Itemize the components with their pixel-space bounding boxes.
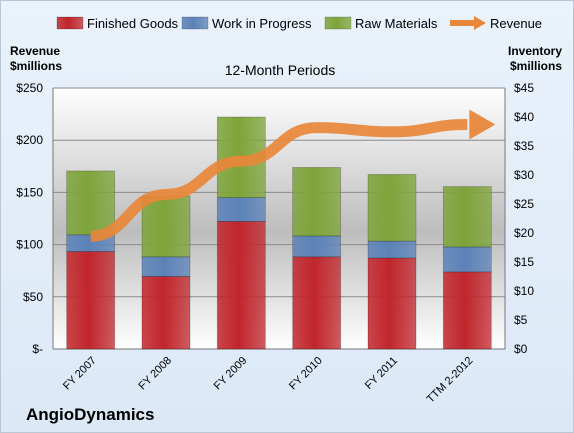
right-tick-label: $5 bbox=[514, 313, 528, 327]
bar-finished-goods bbox=[442, 271, 492, 350]
right-tick-label: $45 bbox=[514, 81, 534, 95]
left-axis-title: Revenue bbox=[10, 44, 60, 58]
category-label: FY 2011 bbox=[363, 355, 400, 392]
legend-revenue-arrowhead bbox=[474, 16, 486, 30]
right-axis-title: Inventory bbox=[508, 44, 562, 58]
bar-raw-materials bbox=[367, 174, 417, 242]
right-tick-label: $40 bbox=[514, 110, 534, 124]
legend-label: Finished Goods bbox=[87, 16, 179, 31]
legend-swatch bbox=[56, 16, 84, 30]
revenue-arrowhead bbox=[469, 109, 496, 140]
category-label: FY 2010 bbox=[287, 355, 325, 393]
bar-work-in-progress bbox=[367, 240, 417, 259]
legend-label: Raw Materials bbox=[355, 16, 438, 31]
company-name: AngioDynamics bbox=[26, 405, 154, 424]
right-tick-label: $0 bbox=[514, 342, 528, 356]
bar-raw-materials bbox=[292, 167, 342, 237]
right-tick-label: $25 bbox=[514, 197, 534, 211]
left-tick-label: $- bbox=[32, 342, 43, 356]
bar-raw-materials bbox=[442, 186, 492, 248]
legend-label: Revenue bbox=[490, 16, 542, 31]
bar-finished-goods bbox=[141, 276, 191, 350]
right-tick-label: $10 bbox=[514, 284, 534, 298]
bar-finished-goods bbox=[292, 256, 342, 350]
category-label: TTM 2-2012 bbox=[425, 355, 476, 406]
chart-subtitle: 12-Month Periods bbox=[225, 62, 336, 78]
category-label: FY 2008 bbox=[136, 355, 174, 393]
legend-swatch bbox=[324, 16, 352, 30]
category-label: FY 2007 bbox=[61, 355, 99, 393]
bar-raw-materials bbox=[66, 170, 116, 236]
right-tick-label: $35 bbox=[514, 139, 534, 153]
revenue-line bbox=[90, 119, 468, 242]
right-tick-label: $20 bbox=[514, 226, 534, 240]
left-tick-label: $50 bbox=[23, 290, 43, 304]
bar-finished-goods bbox=[367, 257, 417, 350]
right-tick-label: $15 bbox=[514, 255, 534, 269]
category-label: FY 2009 bbox=[212, 355, 250, 393]
left-tick-label: $100 bbox=[16, 238, 43, 252]
left-tick-label: $250 bbox=[16, 81, 43, 95]
right-tick-label: $30 bbox=[514, 168, 534, 182]
bar-work-in-progress bbox=[216, 197, 266, 222]
left-axis-unit: $millions bbox=[10, 59, 62, 73]
left-tick-label: $200 bbox=[16, 133, 43, 147]
bar-work-in-progress bbox=[442, 246, 492, 273]
bar-work-in-progress bbox=[141, 256, 191, 277]
legend-swatch bbox=[181, 16, 209, 30]
bar-work-in-progress bbox=[292, 235, 342, 258]
bar-finished-goods bbox=[216, 220, 266, 350]
legend-label: Work in Progress bbox=[212, 16, 312, 31]
left-tick-label: $150 bbox=[16, 185, 43, 199]
right-axis-unit: $millions bbox=[510, 59, 562, 73]
bar-finished-goods bbox=[66, 251, 116, 350]
bar-raw-materials bbox=[141, 195, 191, 258]
